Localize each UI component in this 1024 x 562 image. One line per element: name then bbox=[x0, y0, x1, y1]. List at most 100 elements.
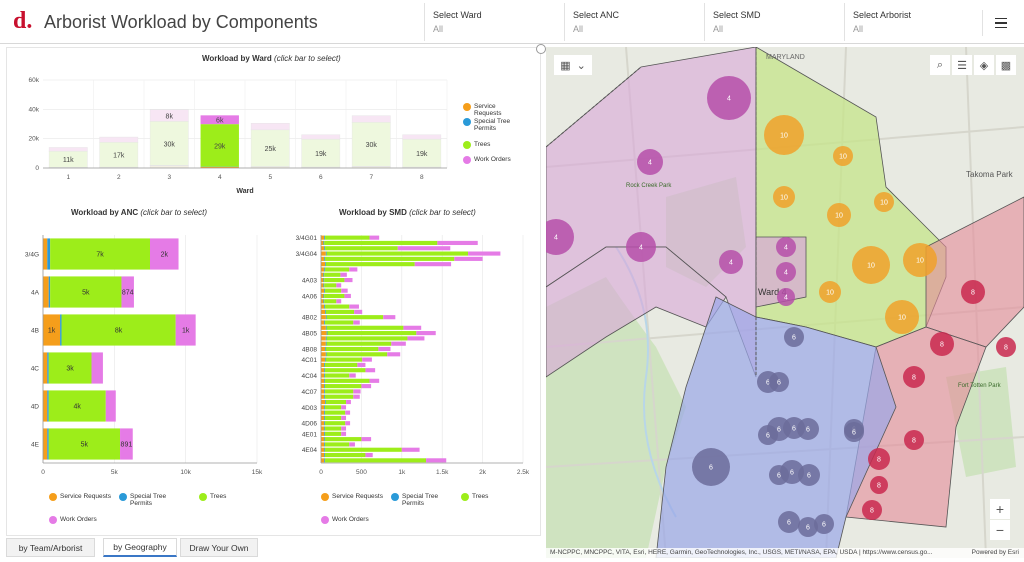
basemap-gallery-button[interactable]: ▦ ⌄ bbox=[554, 55, 592, 75]
cluster-marker[interactable] bbox=[930, 332, 954, 356]
map-canvas[interactable]: Ward 4 Takoma Park MARYLAND Rock Creek P… bbox=[546, 47, 1024, 558]
ward-bar-segment bbox=[351, 115, 391, 123]
cluster-marker[interactable] bbox=[798, 517, 818, 537]
legend-item[interactable]: Service Requests bbox=[463, 103, 523, 117]
cluster-marker[interactable] bbox=[637, 149, 663, 175]
hbar-segment bbox=[416, 331, 436, 336]
cluster-marker[interactable] bbox=[777, 288, 795, 306]
cluster-marker[interactable] bbox=[797, 418, 819, 440]
cluster-marker[interactable] bbox=[764, 115, 804, 155]
map-view[interactable]: Ward 4 Takoma Park MARYLAND Rock Creek P… bbox=[546, 47, 1024, 558]
cluster-marker[interactable] bbox=[827, 203, 851, 227]
cluster-marker[interactable] bbox=[692, 448, 730, 486]
legend-item[interactable]: Work Orders bbox=[49, 516, 124, 524]
hbar-segment bbox=[325, 309, 355, 314]
cluster-marker[interactable] bbox=[776, 237, 796, 257]
cluster-marker[interactable] bbox=[903, 366, 925, 388]
cluster-marker[interactable] bbox=[758, 425, 778, 445]
hbar-segment bbox=[321, 278, 324, 283]
legend-item[interactable]: Service Requests bbox=[321, 493, 396, 501]
cluster-marker[interactable] bbox=[798, 464, 820, 486]
legend-item[interactable]: Trees bbox=[463, 141, 523, 149]
legend-item[interactable]: Work Orders bbox=[463, 156, 523, 164]
ward-5-polygon[interactable] bbox=[925, 196, 1024, 348]
anc-chart[interactable]: 0 5k 10k 15k 7k 2k 3/4G 5k 874 4A 8k 1k 1k 4B 3k 4C 4k 4D… bbox=[7, 223, 272, 485]
powered-by-esri[interactable]: Powered by Esri bbox=[971, 549, 1019, 556]
bar-data-label: 874 bbox=[122, 290, 134, 297]
hbar-segment bbox=[325, 352, 327, 357]
hbar-segment bbox=[426, 458, 447, 463]
filter-label: Select Arborist bbox=[853, 10, 912, 20]
x-axis-title: Ward bbox=[236, 188, 253, 195]
cluster-marker[interactable] bbox=[852, 246, 890, 284]
cluster-marker[interactable] bbox=[814, 514, 834, 534]
cluster-marker[interactable] bbox=[784, 327, 804, 347]
cluster-marker[interactable] bbox=[707, 76, 751, 120]
hbar-segment bbox=[353, 320, 360, 325]
cluster-marker[interactable] bbox=[626, 232, 656, 262]
cluster-marker[interactable] bbox=[870, 476, 888, 494]
panel-resize-icon[interactable] bbox=[536, 44, 546, 54]
zoom-out-button[interactable]: − bbox=[990, 520, 1010, 540]
cluster-marker[interactable] bbox=[773, 186, 795, 208]
legend-item[interactable]: Trees bbox=[199, 493, 259, 501]
cluster-marker[interactable] bbox=[819, 281, 841, 303]
cluster-marker[interactable] bbox=[776, 262, 796, 282]
ward-filter-dropdown[interactable]: Select Ward All bbox=[424, 3, 564, 41]
bar-data-label: 5k bbox=[81, 442, 89, 449]
cluster-marker[interactable] bbox=[833, 146, 853, 166]
smd-filter-dropdown[interactable]: Select SMD All bbox=[704, 3, 844, 41]
legend-item[interactable]: Special Tree Permits bbox=[463, 118, 523, 132]
zoom-in-button[interactable]: + bbox=[990, 499, 1010, 519]
cluster-marker[interactable] bbox=[904, 430, 924, 450]
hbar-segment bbox=[324, 293, 345, 299]
tab-draw-your-own[interactable]: Draw Your Own bbox=[180, 538, 258, 557]
hbar-segment bbox=[325, 442, 350, 447]
arborist-filter-dropdown[interactable]: Select Arborist All bbox=[844, 3, 984, 41]
legend-item[interactable]: Special Tree Permits bbox=[119, 493, 179, 507]
ward-bar-segment bbox=[200, 115, 239, 125]
cluster-marker[interactable] bbox=[778, 511, 800, 533]
cluster-marker[interactable] bbox=[868, 448, 890, 470]
cluster-marker[interactable] bbox=[844, 422, 864, 442]
cluster-marker[interactable] bbox=[862, 500, 882, 520]
cluster-marker[interactable] bbox=[874, 192, 894, 212]
cluster-count: 6 bbox=[777, 473, 781, 480]
cluster-marker[interactable] bbox=[769, 372, 789, 392]
legend-item[interactable]: Work Orders bbox=[321, 516, 396, 524]
place-label: Fort Totten Park bbox=[958, 383, 1002, 389]
cluster-marker[interactable] bbox=[885, 300, 919, 334]
hbar-segment bbox=[325, 437, 362, 442]
smd-chart[interactable]: 0 500 1k 1.5k 2k 2.5k 3/4G01 3/4G04 4A03 4A06 4B02… bbox=[277, 223, 539, 485]
legend-list-button[interactable]: ☰ bbox=[952, 55, 972, 75]
cluster-marker[interactable] bbox=[996, 337, 1016, 357]
hbar-segment bbox=[336, 283, 342, 288]
cluster-marker[interactable] bbox=[546, 219, 574, 255]
hbar-segment bbox=[401, 447, 420, 452]
hamburger-menu-button[interactable] bbox=[982, 10, 1018, 36]
hbar-segment bbox=[325, 415, 342, 420]
anc-filter-dropdown[interactable]: Select ANC All bbox=[564, 3, 704, 41]
cluster-marker[interactable] bbox=[903, 243, 937, 277]
cluster-marker[interactable] bbox=[769, 465, 789, 485]
cluster-count: 8 bbox=[877, 483, 881, 490]
cluster-marker[interactable] bbox=[961, 280, 985, 304]
hbar-segment bbox=[324, 384, 326, 389]
hbar-segment bbox=[321, 421, 325, 426]
cluster-marker[interactable] bbox=[719, 250, 743, 274]
legend-item[interactable]: Service Requests bbox=[49, 493, 124, 501]
hbar-segment bbox=[47, 238, 51, 270]
hbar-segment bbox=[325, 256, 455, 261]
legend-item[interactable]: Special Tree Permits bbox=[391, 493, 451, 507]
tab-by-team-arborist[interactable]: by Team/Arborist bbox=[6, 538, 95, 557]
search-icon-button[interactable]: ⌕ bbox=[930, 55, 950, 75]
legend-item[interactable]: Trees bbox=[461, 493, 521, 501]
ward-chart[interactable]: 0 20k 40k 60k 11k 1 17k 2 30k 8k 3 29k 6k 4 25k 5 19k 6 30… bbox=[7, 68, 542, 203]
layers-button[interactable]: ◈ bbox=[974, 55, 994, 75]
hbar-segment bbox=[321, 346, 326, 352]
hbar-segment bbox=[321, 272, 324, 277]
tab-by-geography[interactable]: by Geography bbox=[103, 538, 177, 557]
basemap-toggle-button[interactable]: ▩ bbox=[996, 55, 1016, 75]
bar-data-label: 11k bbox=[63, 157, 74, 164]
